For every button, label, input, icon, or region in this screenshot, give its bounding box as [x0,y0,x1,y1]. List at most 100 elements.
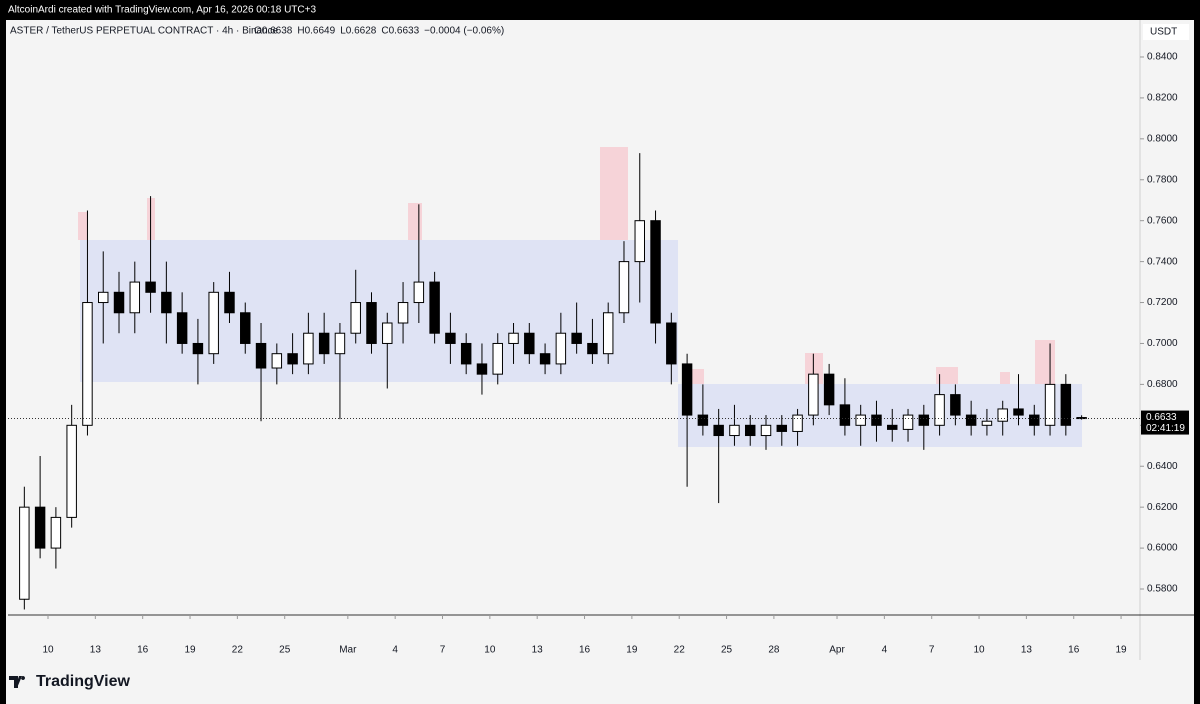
candle-body [476,363,488,375]
candle-body [744,424,756,437]
candle-body [82,302,93,426]
attribution: AltcoinArdi created with TradingView.com… [8,5,316,16]
candle-body [808,373,819,416]
x-tick-label: 16 [1068,645,1080,656]
x-tick-label: 13 [90,645,102,656]
ohlc-value: C0.6633 [381,26,419,37]
candle-body [271,353,283,369]
candle-body [792,414,803,432]
candle-body [539,353,551,365]
x-tick-label: 4 [392,645,398,656]
y-tick-label: 0.8200 [1147,93,1178,104]
y-tick-label: 0.8000 [1147,133,1178,144]
candle-body [981,420,993,426]
last-price-box [1141,410,1189,435]
ohlc-value: H0.6649 [297,26,335,37]
x-tick-label: 19 [1116,645,1128,656]
x-tick-label: 19 [184,645,196,656]
candle-body [681,363,693,416]
candle-body [839,404,851,426]
candle-body [871,414,882,426]
candle-body [1076,417,1087,420]
candle-body [666,322,677,365]
y-tick-label: 0.6200 [1147,502,1178,513]
y-tick-label: 0.6000 [1147,543,1178,554]
candle-body [145,281,156,293]
candle-body [602,312,614,355]
y-tick-label: 0.8400 [1147,52,1178,63]
candle-body [161,291,172,314]
y-tick-label: 0.6400 [1147,461,1178,472]
x-tick-label: 16 [579,645,591,656]
ohlc-info: O0.6638 H0.6649 L0.6628 C0.6633 −0.0004 (−0.… [254,26,504,37]
candle-body [997,408,1008,422]
candle-body [66,424,77,518]
x-tick-label: 25 [279,645,291,656]
candle-body [492,342,503,375]
candle-body [113,291,125,314]
candle-body [34,506,46,549]
candle-body [287,353,298,365]
candle-body [776,424,788,432]
candle-body [508,332,519,344]
candle-body [318,332,330,355]
y-tick-label: 0.7000 [1147,338,1178,349]
y-tick-label: 0.7400 [1147,256,1178,267]
sweep-highlight [78,212,88,240]
x-tick-label: 10 [42,645,54,656]
chart-title: ASTER / TetherUS PERPETUAL CONTRACT · 4h… [10,26,279,37]
ohlc-value: L0.6628 [340,26,377,37]
candle-body [460,342,472,365]
candle-body [618,261,630,314]
candle-body [98,291,109,304]
x-tick-label: 25 [721,645,733,656]
candle-body [240,312,251,344]
sweep-highlight [408,203,422,240]
candle-body [823,373,835,406]
y-tick-label: 0.7600 [1147,215,1178,226]
candle-body [413,281,425,304]
x-tick-label: 10 [484,645,496,656]
candle-body [176,312,188,344]
sweep-highlight [692,369,704,384]
x-tick-label: 13 [532,645,544,656]
logo [9,676,26,688]
candle-body [1029,414,1040,426]
branding: TradingView [36,673,131,690]
candle-body [350,302,361,334]
candle-body [224,291,235,314]
candle-body [255,342,267,369]
candle-body [760,424,772,437]
x-tick-label: 7 [440,645,446,656]
currency-box [1143,24,1189,40]
top-bar [0,0,1200,20]
candle-body [303,332,314,365]
y-tick-label: 0.7200 [1147,297,1178,308]
countdown: 02:41:19 [1146,423,1185,434]
x-tick-label: 10 [973,645,985,656]
range-zone [80,240,678,382]
y-tick-label: 0.5800 [1147,584,1178,595]
candle-body [129,281,141,314]
candle-body [950,394,961,416]
candle-body [192,342,204,355]
candle-body [208,291,219,355]
candle-body [902,414,914,430]
candle-body [1044,383,1056,426]
candle-body [1060,383,1072,426]
candle-body [855,414,866,426]
candle-body [397,302,409,324]
ohlc-value: −0.0004 (−0.06%) [424,26,504,37]
sweep-highlight [936,367,958,384]
candle-body [650,220,661,324]
candle-body [571,332,582,344]
candle-body [334,332,346,355]
x-tick-label: Mar [339,645,357,656]
x-tick-label: 22 [674,645,686,656]
candle-body [50,516,62,549]
x-tick-label: 19 [626,645,638,656]
candle-body [587,342,598,355]
candle-body [697,414,709,426]
